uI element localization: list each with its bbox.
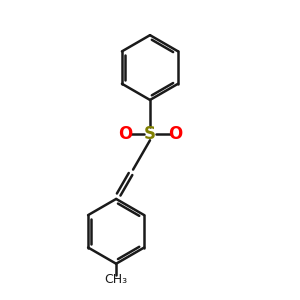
Text: CH₃: CH₃: [105, 273, 128, 286]
Text: S: S: [144, 125, 156, 143]
Text: O: O: [168, 125, 182, 143]
Text: O: O: [118, 125, 132, 143]
